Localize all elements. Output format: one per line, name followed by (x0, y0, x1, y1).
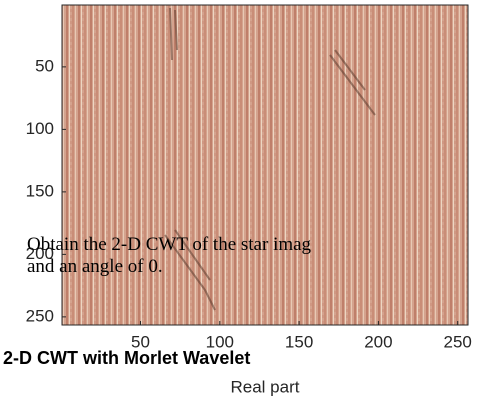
axes (61, 4, 469, 326)
y-tick-label: 100 (26, 119, 54, 138)
paragraph-line: Obtain the 2-D CWT of the star imag (27, 234, 312, 255)
y-tick-label: 250 (26, 306, 54, 325)
paragraph-line: and an angle of 0. (27, 256, 163, 277)
y-tick-label: 150 (26, 181, 54, 200)
section-heading: 2-D CWT with Morlet Wavelet (3, 348, 250, 368)
image-feature (169, 7, 178, 61)
x-tick-label: 200 (364, 332, 392, 351)
x-tick-label: 150 (285, 332, 313, 351)
y-tick-label: 50 (35, 56, 54, 75)
x-axis-label: Real part (231, 377, 300, 396)
x-tick-label: 100 (206, 332, 234, 351)
y-tick-label: 200 (26, 244, 54, 263)
image-feature (329, 49, 376, 116)
x-tick-label: 50 (131, 332, 150, 351)
image-feature (164, 229, 216, 311)
axes-box (61, 4, 469, 326)
image (62, 5, 468, 325)
x-tick-label: 250 (444, 332, 472, 351)
